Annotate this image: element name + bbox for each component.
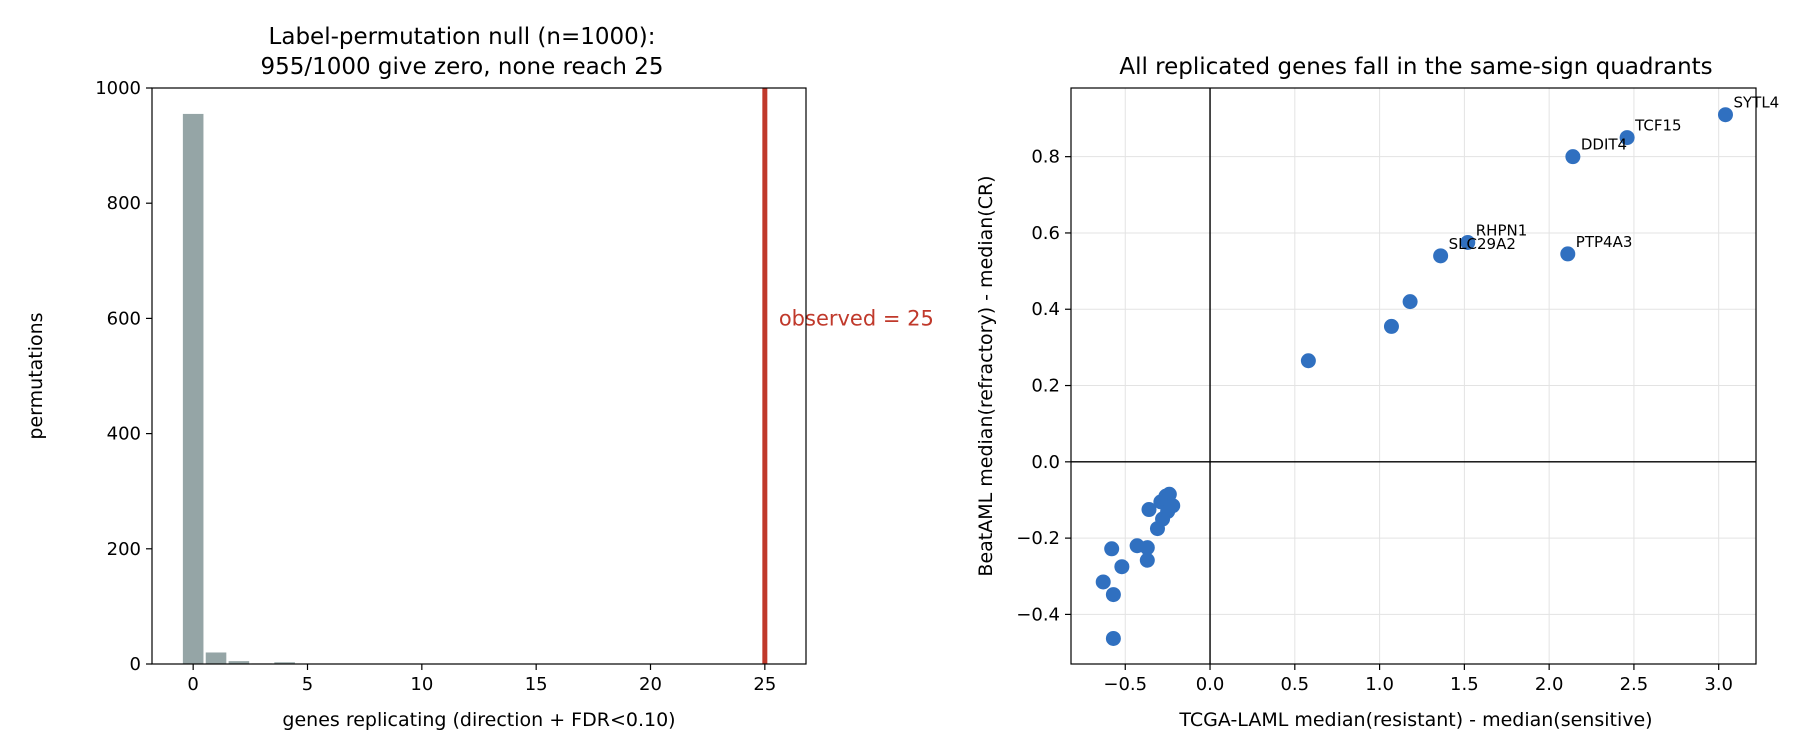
y-tick-label: 200 xyxy=(107,539,141,560)
histogram-bar xyxy=(182,113,204,665)
x-tick-label: 25 xyxy=(753,674,776,695)
y-tick-label: 1000 xyxy=(95,78,141,99)
y-tick-label: 0.6 xyxy=(1031,223,1060,244)
gene-label: TCF15 xyxy=(1634,117,1681,135)
right-x-axis-label: TCGA-LAML median(resistant) - median(sen… xyxy=(1178,709,1652,731)
scatter-point xyxy=(1105,587,1121,603)
y-tick-label: 0.0 xyxy=(1031,452,1060,473)
zero-reference-lines xyxy=(1071,88,1756,664)
right-y-ticks: −0.4 −0.2 0.0 0.2 0.4 0.6 0.8 xyxy=(1016,147,1071,625)
scatter-point xyxy=(1565,149,1581,165)
histogram-bar xyxy=(205,652,227,664)
left-x-axis-label: genes replicating (direction + FDR<0.10) xyxy=(282,709,675,731)
scatter-point xyxy=(1560,246,1576,262)
x-tick-label: 2.0 xyxy=(1535,674,1564,695)
x-tick-label: 10 xyxy=(410,674,433,695)
x-tick-label: 20 xyxy=(639,674,662,695)
right-gridlines xyxy=(1071,88,1756,664)
observed-label: observed = 25 xyxy=(779,306,934,330)
scatter-point xyxy=(1141,502,1157,518)
x-tick-label: 0.0 xyxy=(1196,674,1225,695)
x-tick-label: 0.5 xyxy=(1280,674,1309,695)
chart-title-line1: Label-permutation null (n=1000): xyxy=(269,24,656,50)
x-tick-label: −0.5 xyxy=(1103,674,1147,695)
permutation-histogram: Label-permutation null (n=1000): 955/100… xyxy=(25,24,934,731)
y-tick-label: 600 xyxy=(107,308,141,329)
observed-marker: observed = 25 xyxy=(762,88,934,664)
y-tick-label: −0.4 xyxy=(1016,604,1060,625)
x-tick-label: 0 xyxy=(187,674,198,695)
scatter-point xyxy=(1383,318,1399,334)
scatter-point xyxy=(1402,294,1418,310)
scatter-point xyxy=(1104,541,1120,557)
gene-label: PTP4A3 xyxy=(1576,233,1633,251)
scatter-point xyxy=(1460,234,1476,250)
scatter-point xyxy=(1433,248,1449,264)
histogram-bar xyxy=(274,662,295,664)
x-tick-label: 1.0 xyxy=(1365,674,1394,695)
scatter-points xyxy=(1095,107,1733,646)
x-tick-label: 3.0 xyxy=(1704,674,1733,695)
right-x-ticks: −0.5 0.0 0.5 1.0 1.5 2.0 2.5 3.0 xyxy=(1103,664,1733,695)
y-tick-label: −0.2 xyxy=(1016,528,1060,549)
left-y-axis-label: permutations xyxy=(25,312,47,439)
x-tick-label: 5 xyxy=(302,674,313,695)
histogram-bar xyxy=(228,661,250,664)
left-x-ticks: 0 5 10 15 20 25 xyxy=(187,664,776,695)
chart-title-line2: 955/1000 give zero, none reach 25 xyxy=(260,54,663,80)
scatter-point xyxy=(1114,559,1130,575)
scatter-point xyxy=(1139,540,1155,556)
histogram-bars xyxy=(182,113,295,665)
x-tick-label: 1.5 xyxy=(1450,674,1479,695)
scatter-point xyxy=(1149,521,1165,537)
x-tick-label: 2.5 xyxy=(1620,674,1649,695)
y-tick-label: 800 xyxy=(107,193,141,214)
right-y-axis-label: BeatAML median(refractory) - median(CR) xyxy=(975,175,997,576)
gene-label: SLC29A2 xyxy=(1449,235,1516,253)
y-tick-label: 0.2 xyxy=(1031,376,1060,397)
scatter-point xyxy=(1717,107,1733,123)
gene-label: RHPN1 xyxy=(1476,221,1528,239)
left-plot-frame xyxy=(151,87,807,665)
scatter-point xyxy=(1095,574,1111,590)
x-tick-label: 15 xyxy=(525,674,548,695)
gene-label: DDIT4 xyxy=(1581,136,1627,154)
scatter-title: All replicated genes fall in the same-si… xyxy=(1119,54,1712,80)
y-tick-label: 0.8 xyxy=(1031,147,1060,168)
right-plot-frame xyxy=(1070,87,1757,665)
y-tick-label: 400 xyxy=(107,424,141,445)
y-tick-label: 0.4 xyxy=(1031,299,1060,320)
scatter-point xyxy=(1105,630,1121,646)
y-tick-label: 0 xyxy=(130,654,141,675)
scatter-point xyxy=(1300,353,1316,369)
scatter-point xyxy=(1139,552,1155,568)
replication-scatter: All replicated genes fall in the same-si… xyxy=(975,54,1779,731)
left-y-ticks: 0 200 400 600 800 1000 xyxy=(95,78,152,675)
scatter-point xyxy=(1619,130,1635,146)
